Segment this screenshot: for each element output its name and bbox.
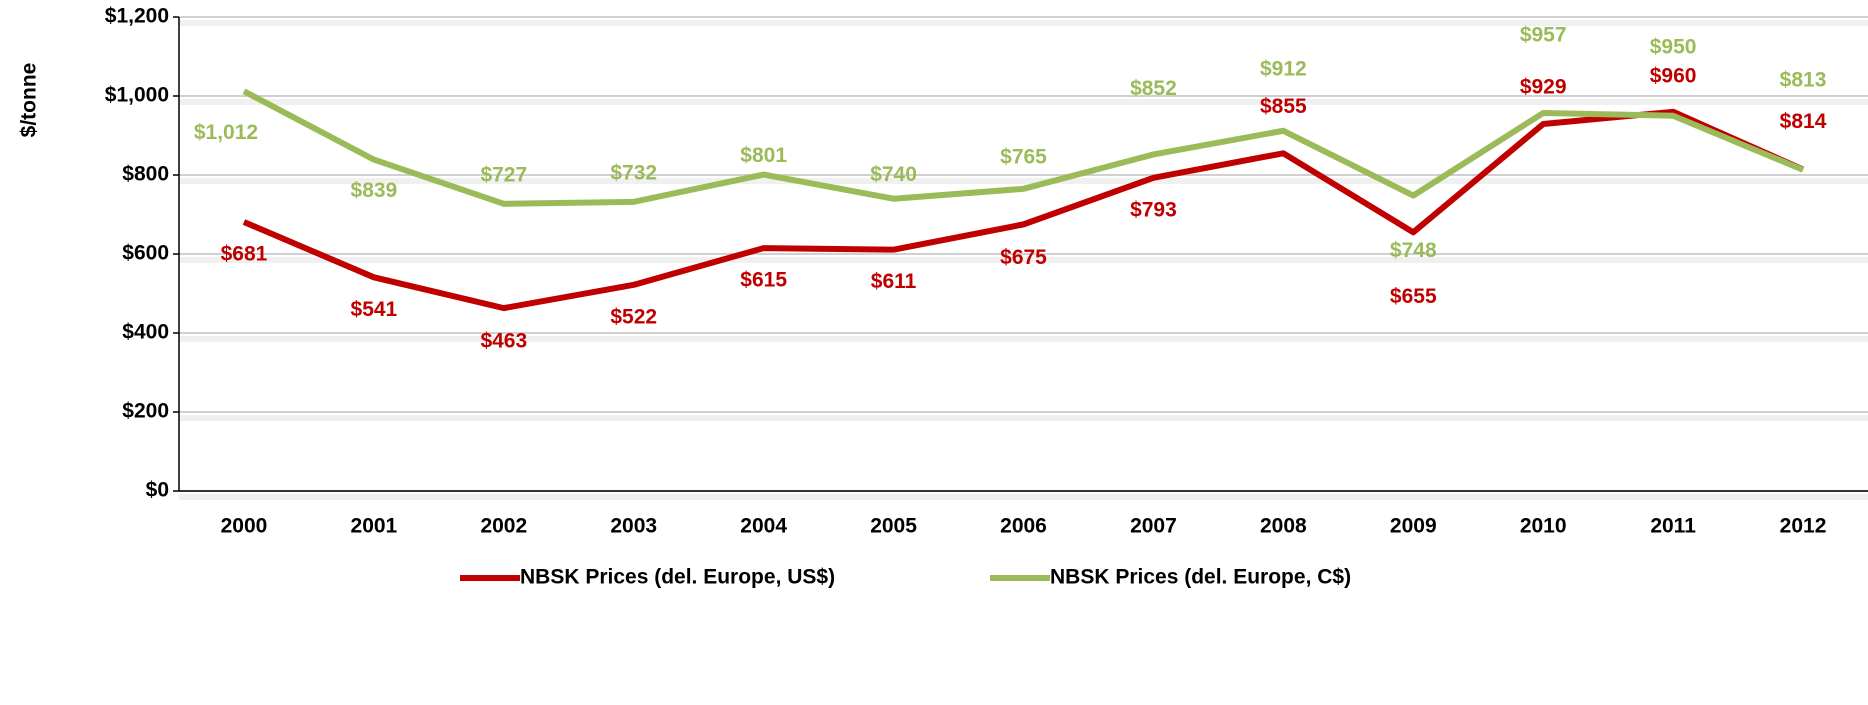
x-tick-label: 2000 [221, 515, 268, 538]
data-label: $522 [610, 305, 657, 328]
data-label: $839 [351, 179, 398, 202]
y-tick-label: $600 [122, 242, 169, 265]
data-label: $957 [1520, 24, 1567, 47]
data-label: $727 [480, 163, 527, 186]
x-tick-label: 2003 [610, 515, 657, 538]
legend-label: NBSK Prices (del. Europe, C$) [1050, 566, 1351, 589]
data-label: $675 [1000, 246, 1047, 269]
x-tick-label: 2007 [1130, 515, 1177, 538]
data-label: $960 [1650, 64, 1697, 87]
data-label: $611 [871, 270, 917, 293]
data-label: $950 [1650, 35, 1697, 58]
line [242, 88, 1805, 207]
data-label: $814 [1780, 110, 1827, 133]
data-label: $463 [480, 330, 527, 353]
data-label: $740 [870, 163, 917, 186]
x-tick-label: 2001 [351, 515, 398, 538]
y-tick-label: $1,200 [105, 5, 169, 28]
x-tick-label: 2009 [1390, 515, 1437, 538]
y-tick-label: $200 [122, 400, 169, 423]
data-label: $748 [1390, 239, 1437, 262]
y-tick-label: $400 [122, 321, 169, 344]
legend-label: NBSK Prices (del. Europe, US$) [520, 566, 835, 589]
data-label: $541 [351, 298, 398, 321]
x-tick-label: 2005 [870, 515, 917, 538]
data-label: $813 [1780, 68, 1827, 91]
data-label: $855 [1260, 95, 1307, 118]
data-label: $852 [1130, 77, 1177, 100]
y-tick-label: $0 [146, 479, 169, 502]
data-label: $615 [740, 269, 787, 292]
data-label: $929 [1520, 76, 1567, 99]
data-label: $793 [1130, 198, 1177, 221]
x-tick-label: 2012 [1780, 515, 1827, 538]
x-tick-label: 2010 [1520, 515, 1567, 538]
line [242, 108, 1805, 312]
x-tick-label: 2002 [480, 515, 527, 538]
x-tick-label: 2006 [1000, 515, 1047, 538]
data-label: $801 [740, 144, 787, 167]
y-axis-title: $/tonne [18, 63, 41, 138]
data-label: $1,012 [194, 121, 258, 144]
data-label: $681 [221, 243, 268, 266]
y-tick-label: $800 [122, 163, 169, 186]
data-label: $732 [610, 161, 657, 184]
y-tick-label: $1,000 [105, 84, 169, 107]
data-label: $655 [1390, 285, 1437, 308]
x-tick-label: 2008 [1260, 515, 1307, 538]
data-label: $765 [1000, 145, 1047, 168]
x-tick-label: 2004 [740, 515, 787, 538]
x-tick-label: 2011 [1650, 515, 1696, 538]
data-label: $912 [1260, 57, 1307, 80]
